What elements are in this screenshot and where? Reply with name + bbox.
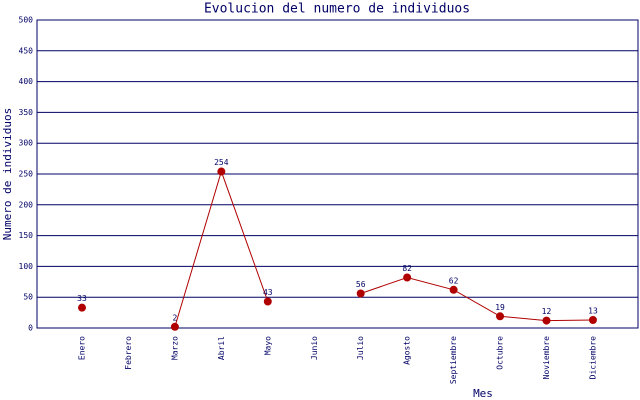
x-tick-label: Mayo	[263, 336, 272, 355]
y-tick-label: 300	[19, 139, 34, 148]
data-label: 12	[542, 307, 552, 316]
data-point	[403, 273, 412, 282]
y-tick-label: 450	[19, 46, 34, 55]
y-tick-label: 100	[19, 262, 34, 271]
data-point	[78, 303, 86, 312]
x-tick-label: Enero	[78, 336, 87, 360]
data-point	[170, 322, 179, 331]
data-label: 254	[214, 158, 229, 167]
data-label: 19	[495, 303, 505, 312]
data-label: 13	[588, 306, 598, 315]
y-tick-label: 500	[19, 16, 34, 25]
x-axis-label: Mes	[473, 387, 493, 400]
data-label: 56	[356, 280, 366, 289]
data-label: 2	[172, 313, 177, 322]
data-label: 62	[449, 276, 459, 285]
y-tick-label: 200	[19, 200, 34, 209]
data-label: 43	[263, 288, 273, 297]
x-tick-label: Agosto	[403, 336, 412, 365]
data-point	[496, 312, 505, 321]
y-tick-label: 250	[19, 170, 34, 179]
data-label: 33	[77, 294, 87, 303]
y-axis-label: Numero de individuos	[1, 108, 14, 240]
data-point	[542, 316, 551, 325]
x-tick-label: Noviembre	[542, 336, 551, 380]
y-tick-label: 50	[23, 293, 33, 302]
x-tick-label: Marzo	[170, 336, 179, 360]
data-label: 82	[402, 264, 412, 273]
data-point	[588, 315, 597, 324]
chart-title: Evolucion del numero de individuos	[204, 2, 470, 17]
x-tick-label: Octubre	[496, 336, 505, 370]
x-tick-label: Abril	[217, 336, 226, 360]
x-tick-label: Junio	[310, 336, 319, 360]
x-tick-label: Julio	[356, 336, 365, 360]
data-point	[356, 289, 365, 298]
data-point	[263, 297, 272, 306]
y-tick-label: 150	[19, 231, 34, 240]
x-tick-label: Diciembre	[588, 336, 597, 380]
x-tick-label: Septiembre	[449, 336, 458, 384]
x-tick-label: Febrero	[124, 336, 133, 370]
y-tick-label: 350	[19, 108, 34, 117]
y-tick-label: 0	[28, 324, 33, 333]
data-point	[449, 285, 458, 294]
data-point	[217, 167, 226, 176]
y-tick-label: 400	[19, 77, 34, 86]
